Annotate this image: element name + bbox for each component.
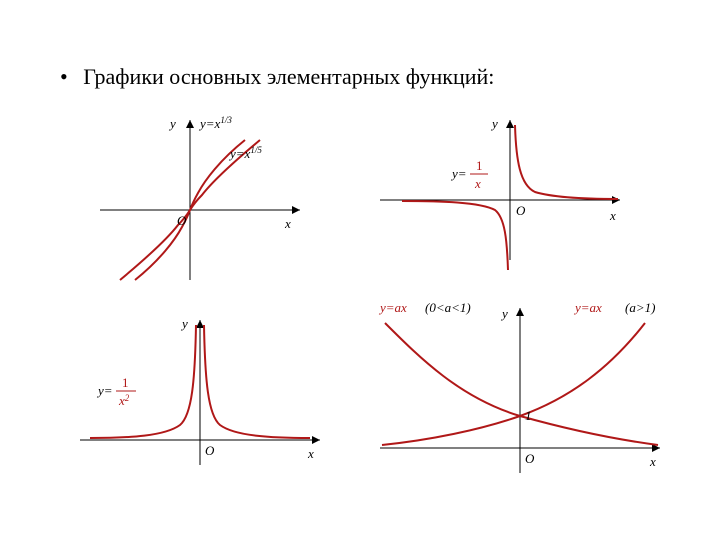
origin-label: O	[177, 213, 187, 228]
formula-pre: y=	[96, 383, 113, 398]
y-axis-arrow-icon	[196, 320, 204, 328]
chart-roots: y x O y=x1/3 y=x1/5	[90, 110, 310, 290]
origin-label: O	[516, 203, 526, 218]
x-label: x	[609, 208, 616, 223]
one-label: 1	[525, 408, 532, 423]
y-axis-arrow-icon	[186, 120, 194, 128]
chart-exponential: y x O 1 y=ax (0<a<1) y=ax (a>1)	[370, 298, 670, 488]
x-label: x	[649, 454, 656, 469]
curve-pos	[515, 125, 618, 199]
formula-den: x	[474, 176, 481, 191]
x-label: x	[284, 216, 291, 231]
chart-inv-square: y x O y= 1 x2	[70, 310, 330, 480]
y-label: y	[500, 306, 508, 321]
curve-grow	[382, 323, 645, 445]
curve-neg	[402, 201, 508, 270]
curve1-label: y=x1/3	[198, 115, 232, 131]
y-axis-arrow-icon	[506, 120, 514, 128]
title-text: Графики основных элементарных функций:	[83, 64, 494, 89]
left-cond: (0<a<1)	[425, 300, 471, 315]
formula-pre: y=	[450, 166, 467, 181]
bullet-icon: •	[60, 64, 68, 89]
curve-right	[204, 325, 310, 438]
chart-hyperbola: y x O y= 1 x	[370, 110, 630, 280]
right-cond: (a>1)	[625, 300, 655, 315]
y-axis-arrow-icon	[516, 308, 524, 316]
left-formula: y=ax	[378, 300, 407, 315]
curve2-label: y=x1/5	[228, 145, 262, 161]
origin-label: O	[525, 451, 535, 466]
right-formula: y=ax	[573, 300, 602, 315]
formula-num: 1	[122, 375, 129, 390]
y-label: y	[180, 316, 188, 331]
x-axis-arrow-icon	[612, 196, 620, 204]
x-label: x	[307, 446, 314, 461]
curve-decay	[385, 323, 658, 445]
y-label: y	[168, 116, 176, 131]
y-label: y	[490, 116, 498, 131]
page-title: • Графики основных элементарных функций:	[60, 64, 494, 90]
curve-left	[90, 325, 196, 438]
formula-den: x2	[118, 393, 130, 408]
x-axis-arrow-icon	[292, 206, 300, 214]
origin-label: O	[205, 443, 215, 458]
x-axis-arrow-icon	[312, 436, 320, 444]
formula-num: 1	[476, 158, 483, 173]
